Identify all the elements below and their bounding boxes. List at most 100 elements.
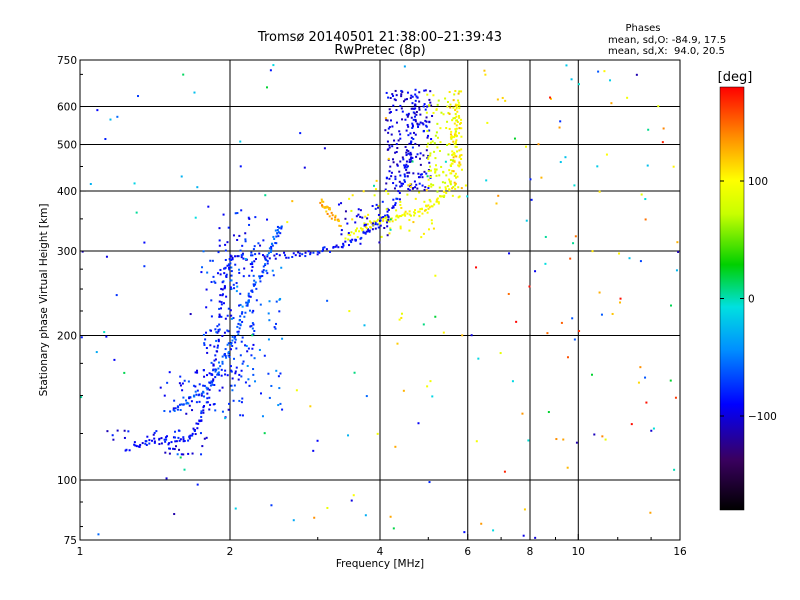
cluster-point	[222, 280, 225, 283]
cluster-point	[454, 128, 457, 131]
cluster-point	[452, 185, 455, 188]
cluster-point	[247, 299, 250, 302]
cluster-point	[261, 415, 264, 418]
cluster-point	[272, 274, 275, 277]
cluster-point	[388, 170, 391, 173]
noise-point	[442, 331, 445, 334]
trace-point	[214, 376, 217, 379]
cluster-point	[221, 334, 224, 337]
trace-point	[287, 256, 290, 259]
trace-point	[186, 401, 189, 404]
cluster-point	[188, 436, 191, 439]
cluster-point	[221, 355, 224, 358]
noise-point	[80, 336, 83, 339]
trace-point	[249, 295, 252, 298]
noise-point	[269, 69, 272, 72]
cluster-point	[407, 134, 410, 137]
cluster-point	[210, 281, 213, 284]
cluster-point	[238, 304, 241, 307]
cluster-point	[250, 354, 253, 357]
trace-point	[326, 212, 329, 215]
noise-point	[123, 371, 126, 374]
cluster-point	[374, 227, 377, 230]
trace-point	[247, 292, 250, 295]
cluster-point	[259, 392, 262, 395]
trace-point	[221, 362, 224, 365]
cluster-point	[377, 213, 380, 216]
trace-point	[180, 403, 183, 406]
cluster-point	[448, 169, 451, 172]
cluster-point	[385, 182, 388, 185]
noise-point	[575, 441, 578, 444]
cluster-point	[179, 409, 182, 412]
cluster-point	[393, 98, 396, 101]
cluster-point	[252, 343, 255, 346]
trace-point	[208, 388, 211, 391]
noise-point	[672, 165, 675, 168]
trace-point	[390, 217, 393, 220]
cluster-point	[370, 221, 373, 224]
trace-point	[148, 439, 151, 442]
cluster-point	[390, 133, 393, 136]
cluster-point	[414, 118, 417, 121]
noise-point	[303, 166, 306, 169]
cluster-point	[399, 174, 402, 177]
trace-point	[436, 197, 439, 200]
noise-point	[417, 422, 420, 425]
cluster-point	[404, 98, 407, 101]
cluster-point	[227, 226, 230, 229]
noise-point	[549, 96, 552, 99]
cluster-point	[377, 204, 380, 207]
cluster-point	[453, 93, 456, 96]
cluster-point	[259, 303, 262, 306]
noise-point	[544, 262, 547, 265]
trace-point	[182, 436, 185, 439]
trace-point	[344, 240, 347, 243]
cluster-point	[371, 205, 374, 208]
cluster-point	[448, 143, 451, 146]
trace-point	[193, 430, 196, 433]
cluster-point	[434, 157, 437, 160]
trace-point	[200, 419, 203, 422]
trace-point	[298, 252, 301, 255]
cluster-point	[273, 326, 276, 329]
trace-point	[304, 251, 307, 254]
noise-point	[650, 429, 653, 432]
trace-point	[400, 215, 403, 218]
cluster-point	[392, 104, 395, 107]
cluster-point	[375, 179, 378, 182]
trace-point	[414, 212, 417, 215]
cluster-point	[449, 183, 452, 186]
trace-point	[205, 386, 208, 389]
trace-point	[316, 253, 319, 256]
cluster-point	[436, 190, 439, 193]
cluster-point	[192, 384, 195, 387]
trace-point	[196, 427, 199, 430]
colorbar-tick-label: 0	[748, 294, 755, 306]
cluster-point	[425, 120, 428, 123]
trace-point	[244, 311, 247, 314]
cluster-point	[448, 90, 451, 93]
cluster-point	[239, 292, 242, 295]
cluster-point	[233, 287, 236, 290]
trace-point	[354, 229, 357, 232]
cluster-point	[453, 174, 456, 177]
noise-point	[605, 153, 608, 156]
trace-point	[404, 214, 407, 217]
cluster-point	[363, 223, 366, 226]
cluster-point	[454, 103, 457, 106]
trace-point	[212, 379, 215, 382]
trace-point	[457, 99, 460, 102]
trace-point	[410, 136, 413, 139]
noise-point	[504, 99, 507, 102]
trace-point	[334, 245, 337, 248]
noise-point	[495, 202, 498, 205]
cluster-point	[419, 163, 422, 166]
noise-point	[363, 324, 366, 327]
trace-point	[337, 246, 340, 249]
y-tick-label: 750	[57, 55, 77, 67]
cluster-point	[431, 205, 434, 208]
trace-point	[437, 202, 440, 205]
trace-point	[164, 440, 167, 443]
trace-point	[236, 325, 239, 328]
